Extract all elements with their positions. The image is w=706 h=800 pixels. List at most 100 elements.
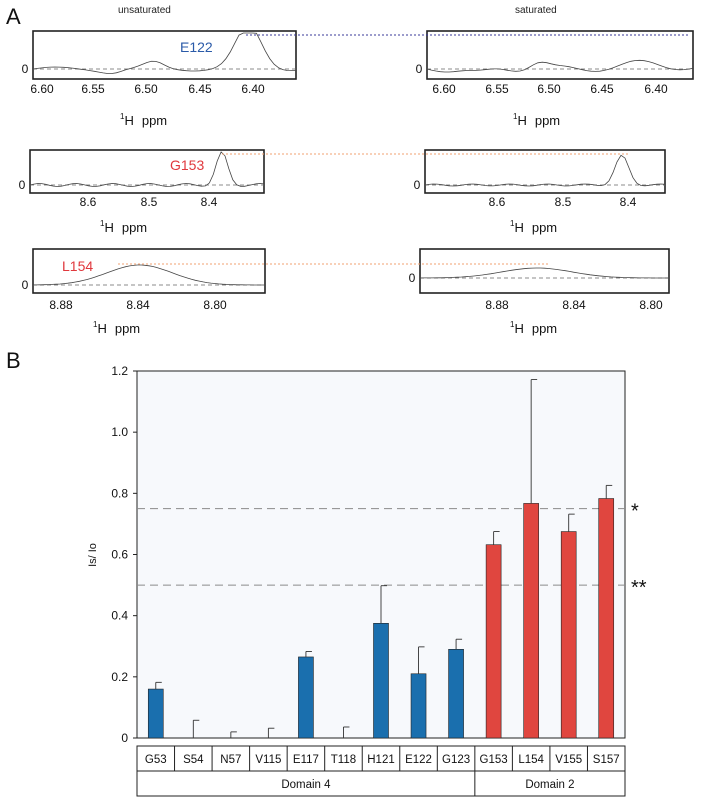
ppm-tick-label: 8.80	[203, 298, 227, 312]
x-tick-label: N57	[220, 754, 241, 766]
spectrum-trace	[424, 154, 666, 187]
spectrum-frame	[32, 30, 297, 80]
bar-e117	[298, 656, 314, 739]
bar-l154	[523, 503, 539, 739]
spectrum-e122-saturated: 0 6.60 6.55 6.50 6.45 6.40	[416, 30, 694, 96]
ppm-tick-label: 6.55	[485, 82, 509, 96]
spectrum-trace	[419, 267, 669, 279]
ppm-tick-label: 8.5	[141, 195, 158, 209]
zero-label: 0	[414, 178, 421, 192]
ppm-tick-label: 8.80	[639, 298, 663, 312]
ppm-tick-label: 8.6	[489, 195, 506, 209]
bar-g153	[485, 544, 502, 739]
ppm-axis-label: 1H ppm	[513, 112, 560, 128]
ppm-tick-label: 8.4	[201, 195, 218, 209]
spectrum-l154-unsaturated: 0 8.88 8.84 8.80	[22, 248, 266, 312]
ppm-tick-label: 8.88	[49, 298, 73, 312]
y-tick-label: 0.6	[111, 548, 128, 562]
ppm-tick-label: 6.55	[81, 82, 105, 96]
ppm-tick-label: 6.50	[134, 82, 158, 96]
spectrum-g153-unsaturated: 0 8.6 8.5 8.4	[19, 149, 265, 209]
x-tick-label: G53	[145, 754, 167, 766]
y-tick-label: 0.8	[111, 486, 128, 500]
group-label: Domain 2	[525, 779, 574, 791]
residue-label-g153: G153	[170, 157, 204, 173]
spectrum-trace	[32, 32, 297, 74]
bar-g53	[147, 688, 164, 739]
residue-label-l154: L154	[62, 258, 93, 274]
spectrum-frame	[32, 248, 266, 294]
ppm-tick-label: 8.6	[80, 195, 97, 209]
x-tick-label: G153	[480, 754, 508, 766]
ppm-tick-label: 6.60	[432, 82, 456, 96]
x-tick-label: E117	[293, 754, 319, 766]
spectrum-g153-saturated: 0 8.6 8.5 8.4	[414, 149, 666, 209]
y-tick-label: 0	[121, 731, 128, 745]
spectrum-l154-saturated: 0 8.88 8.84 8.80	[409, 248, 670, 312]
x-tick-label: H121	[367, 754, 395, 766]
group-label: Domain 4	[281, 779, 331, 791]
bar-v155	[560, 531, 577, 739]
bar-chart: Is/ Io 00.20.40.60.81.01.2 *** G53 S54 N57…	[87, 364, 647, 797]
ppm-tick-label: 8.5	[555, 195, 572, 209]
x-tick-label: G123	[442, 754, 470, 766]
ppm-axis-label: 1H ppm	[510, 320, 557, 336]
ppm-tick-label: 8.84	[562, 298, 586, 312]
ppm-axis-label: 1H ppm	[93, 320, 140, 336]
y-tick-label: 1.0	[111, 425, 128, 439]
bar-h121	[373, 623, 389, 739]
zero-label: 0	[409, 271, 416, 285]
saturated-title: saturated	[515, 5, 557, 16]
ppm-tick-label: 6.45	[590, 82, 614, 96]
ppm-tick-label: 8.84	[126, 298, 150, 312]
significance-marker: *	[631, 501, 639, 523]
zero-label: 0	[22, 62, 29, 76]
panel-b-label: B	[6, 348, 21, 373]
spectrum-trace	[33, 264, 265, 286]
significance-marker: **	[631, 577, 647, 599]
x-tick-label: V155	[555, 754, 582, 766]
x-tick-label: S54	[183, 754, 204, 766]
x-tick-label: T118	[331, 754, 356, 766]
ppm-axis-label: 1H ppm	[510, 219, 557, 235]
zero-label: 0	[22, 278, 29, 292]
ppm-tick-label: 6.40	[644, 82, 668, 96]
ppm-tick-label: 8.4	[620, 195, 637, 209]
spectrum-frame	[426, 30, 694, 80]
y-tick-label: 1.2	[111, 364, 128, 378]
ppm-axis-label: 1H ppm	[120, 112, 167, 128]
spectrum-trace	[426, 59, 694, 73]
y-axis: 0 0.2 0.4 0.6 0.8 1.0 1.2	[111, 364, 137, 745]
bars	[147, 379, 615, 739]
significance-lines: ***	[137, 501, 647, 599]
zero-label: 0	[19, 178, 26, 192]
x-tick-label: E122	[405, 754, 432, 766]
panel-a-label: A	[6, 4, 21, 29]
ppm-tick-label: 6.50	[537, 82, 561, 96]
x-tick-label: L154	[518, 754, 544, 766]
residue-label-e122: E122	[180, 39, 213, 55]
spectrum-e122-unsaturated: 06.60 6.55 6.50 6.45 6.40	[22, 30, 297, 96]
bar-g123	[448, 649, 464, 739]
ppm-tick-label: 8.88	[485, 298, 509, 312]
spectrum-frame	[419, 248, 670, 294]
ppm-axis-label: 1H ppm	[100, 219, 147, 235]
unsaturated-title: unsaturated	[118, 5, 171, 16]
x-tick-label: S157	[593, 754, 620, 766]
y-tick-label: 0.4	[111, 609, 128, 623]
spectrum-frame	[424, 149, 666, 194]
zero-label: 0	[416, 62, 423, 76]
bar-e122	[410, 673, 427, 739]
ppm-tick-label: 6.60	[30, 82, 54, 96]
ppm-tick-label: 6.45	[188, 82, 212, 96]
y-tick-label: 0.2	[111, 670, 128, 684]
spectrum-frame	[29, 149, 265, 194]
spectrum-trace	[29, 151, 265, 187]
category-table: G53 S54 N57 V115 E117 T118 H121 E122 G123 G153 L15…	[136, 745, 626, 797]
x-tick-label: V115	[255, 754, 281, 766]
bar-s157	[598, 498, 615, 739]
ppm-tick-label: 6.40	[241, 82, 265, 96]
y-axis-label: Is/ Io	[87, 543, 99, 567]
